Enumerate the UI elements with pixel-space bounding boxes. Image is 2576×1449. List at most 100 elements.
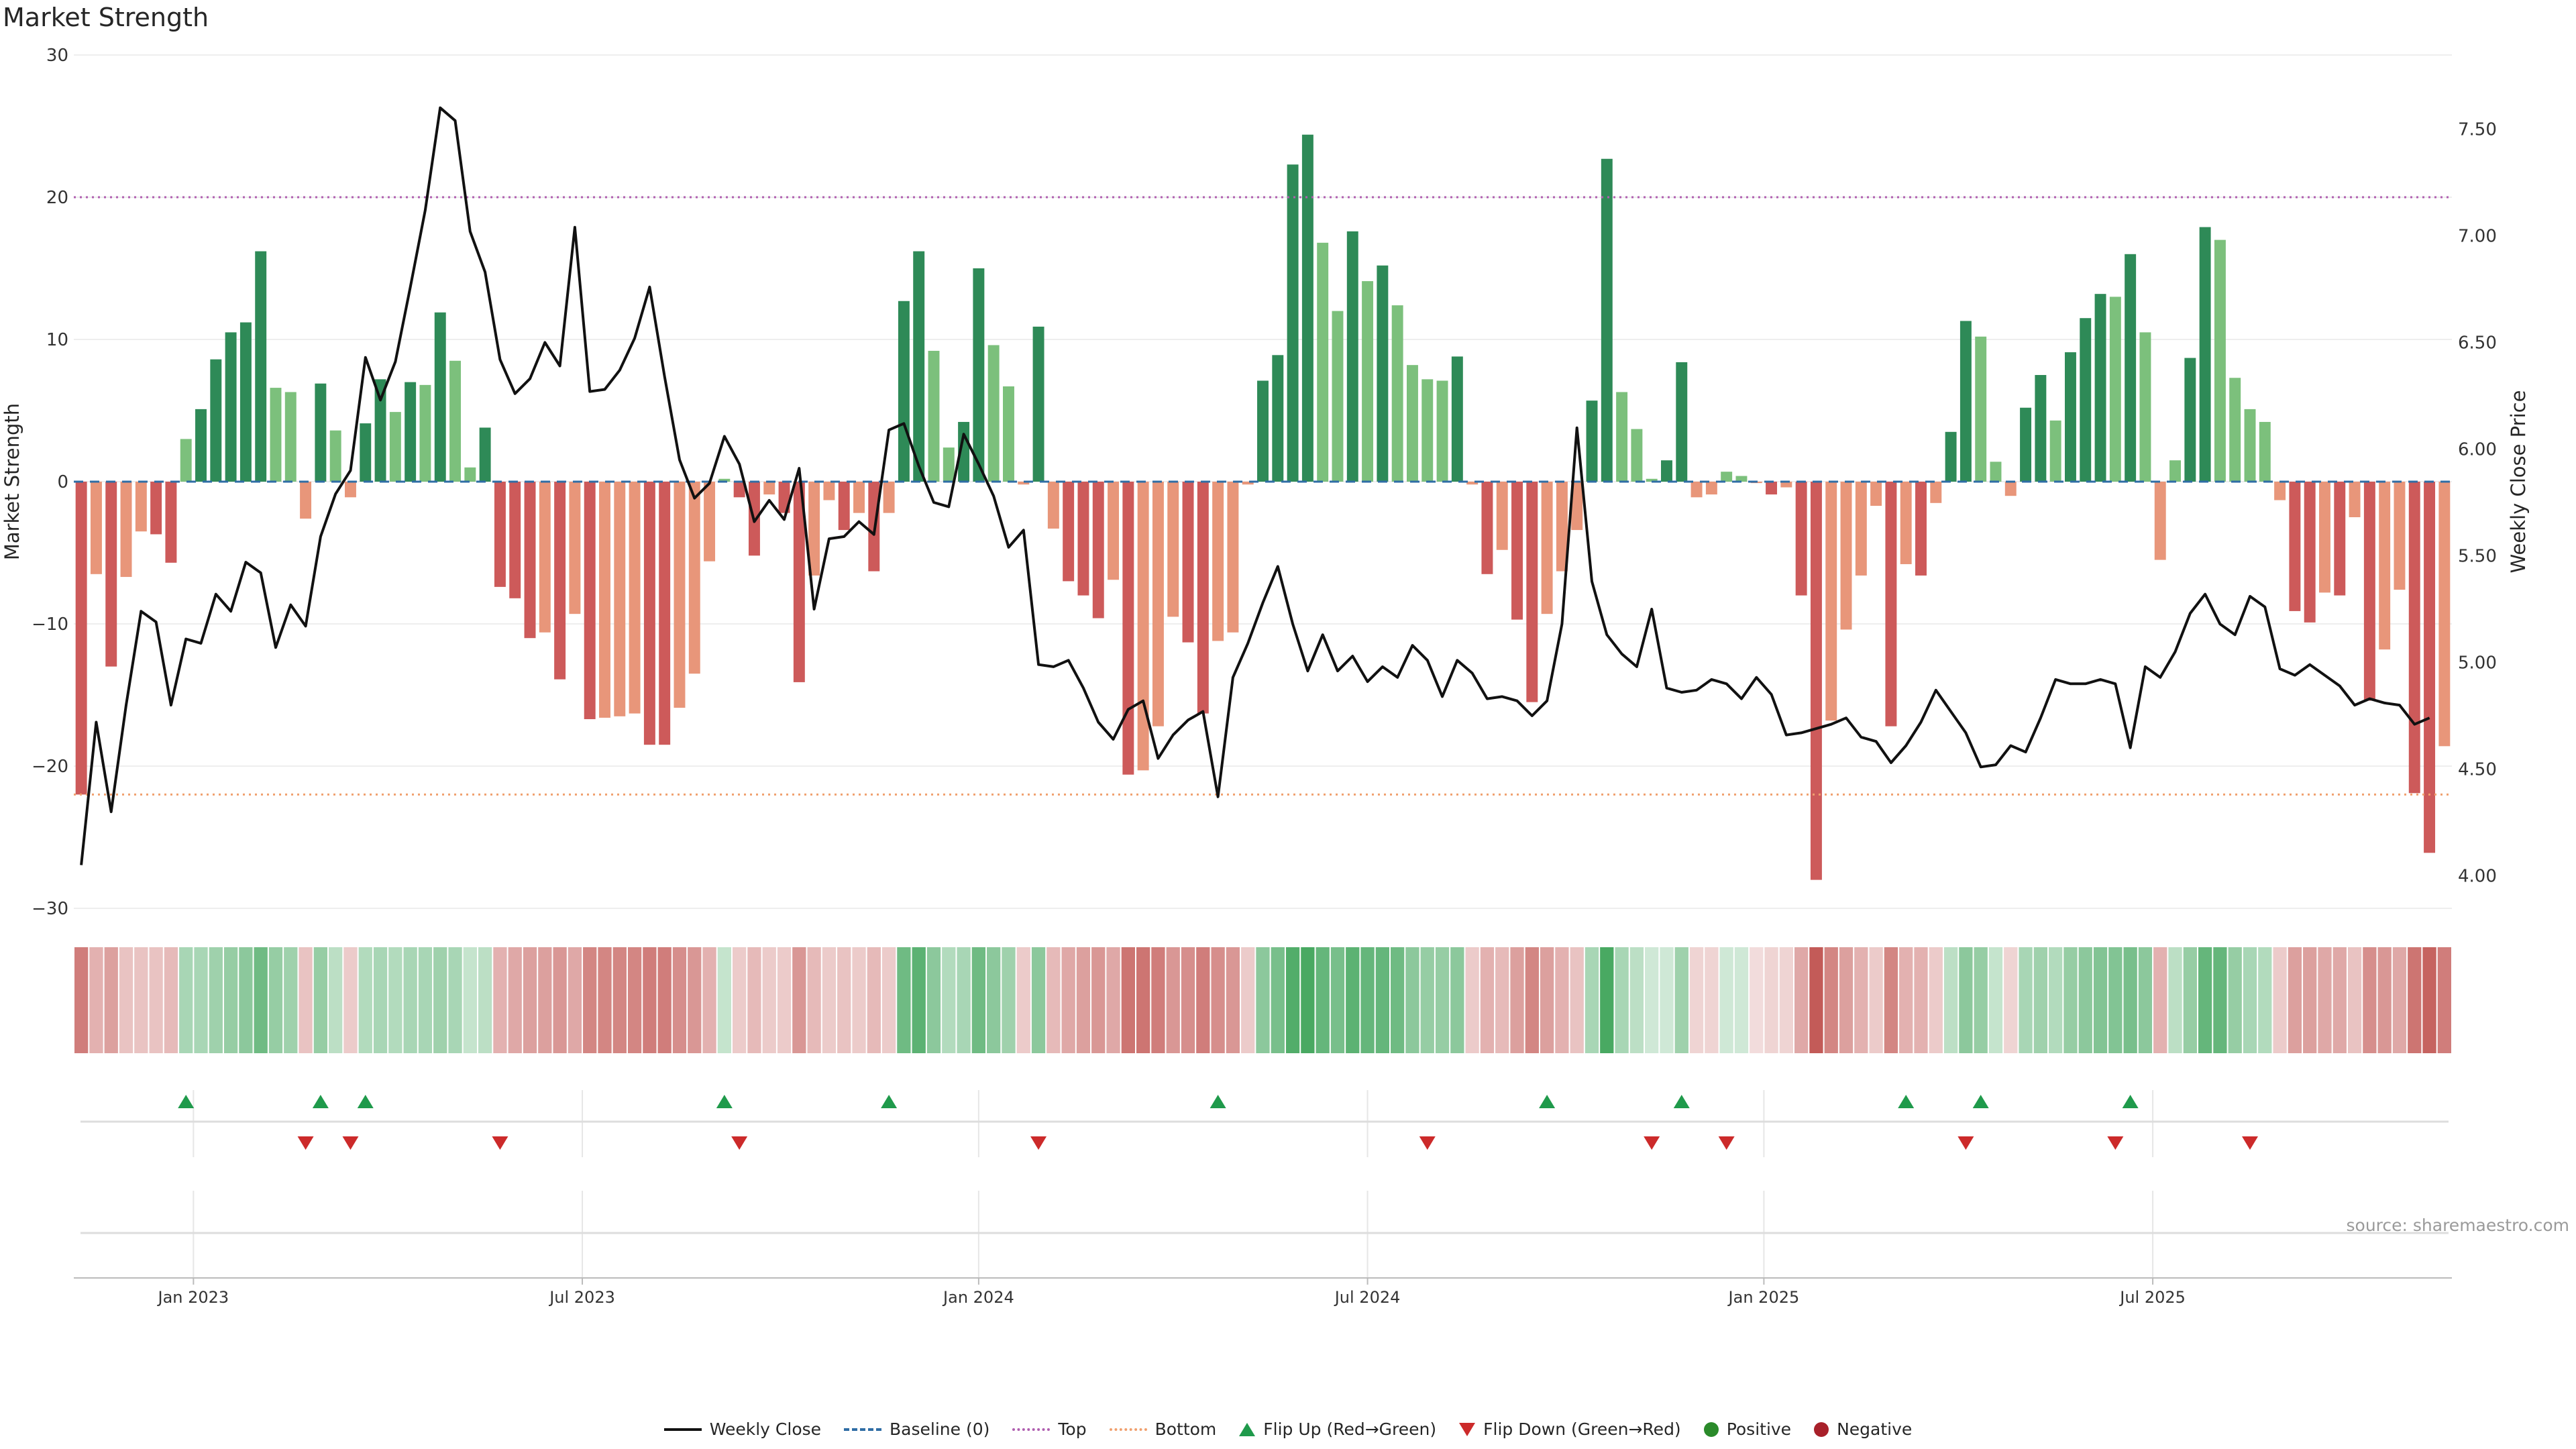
strength-bar [614,482,626,716]
flip-down-marker [342,1136,359,1150]
y2-tick-label: 6.50 [2458,333,2497,354]
strength-bar [913,251,925,482]
y2-tick-label: 7.00 [2458,227,2497,247]
strength-bar [135,482,147,532]
strength-bar [808,482,820,576]
heatmap-cell [837,947,851,1053]
flip-down-marker [2242,1136,2259,1150]
strength-bar [1900,482,1912,564]
strength-bar [1735,476,1748,482]
strength-bar [688,482,700,674]
flip-down-marker [1030,1136,1047,1150]
strength-bar [1122,482,1134,775]
legend-swatch-dot-purple-icon [1012,1428,1051,1431]
strength-bar [1032,326,1044,482]
flip-up-marker [716,1095,733,1108]
strength-bar [2214,239,2226,482]
heatmap-cell [881,947,896,1053]
strength-bar [1167,482,1179,617]
strength-bar [733,482,745,498]
flip-down-marker [1644,1136,1660,1150]
heatmap-cell [1510,947,1524,1053]
strength-bar [1810,482,1822,880]
strength-bar [2334,482,2346,596]
heatmap-cell [2063,947,2078,1053]
legend-item: Negative [1814,1419,1912,1439]
strength-bar [2080,318,2092,482]
strength-bar [1661,460,1672,482]
y2-tick-label: 4.50 [2458,760,2497,780]
heatmap-cell [1959,947,1973,1053]
heatmap-cell [1615,947,1629,1053]
strength-bar [1945,431,1957,482]
strength-bar [479,427,491,482]
legend-label: Top [1058,1419,1087,1439]
strength-bar [1840,482,1852,630]
strength-bar [2125,254,2137,482]
strength-bar [2199,227,2211,482]
heatmap-cell [1734,947,1749,1053]
strength-bar [2244,409,2256,482]
heatmap-cell [2228,947,2242,1053]
strength-bar [1616,392,1628,482]
strength-bar [165,482,177,563]
strength-bar [2408,482,2420,794]
legend-label: Positive [1726,1419,1792,1439]
strength-bars [75,134,2451,880]
heatmap-cell [1764,947,1778,1053]
strength-bar [300,482,312,519]
strength-bar [374,379,386,482]
heatmap-cell [598,947,612,1053]
x-tick-label: Jul 2024 [1334,1288,1401,1307]
strength-bar [674,482,686,708]
strength-bar [389,412,401,482]
heatmap-cell [403,947,417,1053]
heatmap-cell [2303,947,2317,1053]
heatmap-cell [688,947,702,1053]
strength-bar [928,350,940,482]
flip-down-marker [297,1136,314,1150]
strength-bar [1406,365,1418,482]
strength-bar [2035,375,2047,482]
heatmap-cell [987,947,1001,1053]
heatmap-cell [89,947,103,1053]
reference-lines [74,196,2452,796]
strength-bar [987,345,1000,482]
flip-up-marker [312,1095,329,1108]
strength-bar [2394,482,2406,590]
heatmap-cell [493,947,507,1053]
strength-bar [210,359,222,482]
strength-bar [569,482,581,614]
heatmap-cell [223,947,238,1053]
heatmap-cell [1645,947,1659,1053]
strength-bar [1108,482,1120,580]
legend-swatch-tri-up-icon [1239,1422,1256,1436]
strength-bar [1047,482,1059,529]
strength-bar [643,482,655,745]
heatmap-cell [1465,947,1479,1053]
heatmap-cell [523,947,537,1053]
heatmap-cell [717,947,732,1053]
strength-bar [329,430,341,482]
x-tick-label: Jan 2023 [157,1288,229,1307]
heatmap-cell [1929,947,1943,1053]
strength-bar [659,482,671,745]
heatmap-cell [2004,947,2018,1053]
heatmap-cell [1002,947,1016,1053]
strength-bar [1212,482,1224,641]
flip-up-marker [881,1095,898,1108]
heatmap-cell [2408,947,2422,1053]
strength-bar [2049,420,2061,482]
heatmap-cell [1839,947,1854,1053]
heatmap-cell [1750,947,1764,1053]
strength-bar [554,482,566,680]
y-tick-label: 0 [57,472,68,492]
flip-down-marker [2107,1136,2124,1150]
heatmap-cell [119,947,133,1053]
strength-bar [2349,482,2361,517]
heatmap-cell [1136,947,1150,1053]
page-title: Market Strength [3,3,209,32]
strength-bar [239,322,252,482]
heatmap-cell [807,947,821,1053]
strength-bar [1092,482,1104,619]
